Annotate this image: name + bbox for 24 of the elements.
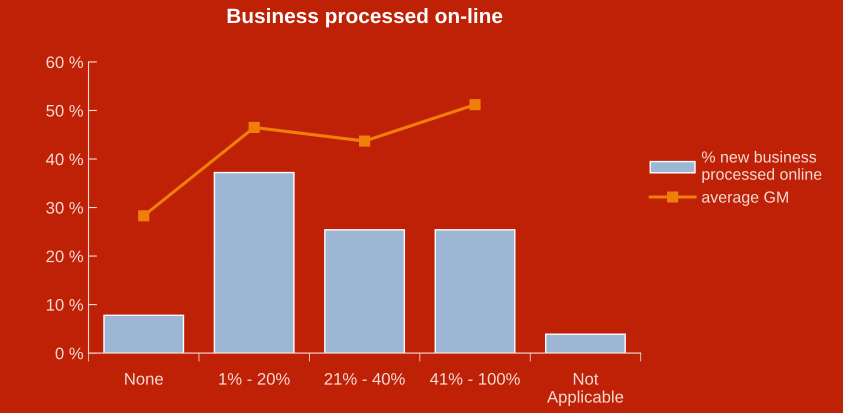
y-tick-label: 30 % <box>46 202 84 214</box>
bar <box>103 314 184 354</box>
y-tick-label: 0 % <box>56 348 84 360</box>
x-tick-label: 21% - 40% <box>324 373 405 385</box>
y-tick-label: 60 % <box>46 56 84 68</box>
x-tick-label: 1% - 20% <box>219 373 290 385</box>
point <box>359 135 370 147</box>
x-tick-label: Not Applicable <box>547 373 624 406</box>
point <box>138 210 150 222</box>
y-tick-label: 20 % <box>46 250 84 262</box>
x-tick-label: None <box>125 373 163 385</box>
y-tick-label: 50 % <box>46 104 84 117</box>
bar <box>545 333 626 354</box>
chart-title: Business processed on-line <box>228 8 502 28</box>
bar <box>324 229 406 354</box>
y-tick-label: 10 % <box>46 298 84 311</box>
bar <box>434 229 516 354</box>
x-tick-label: 41% - 100% <box>430 373 520 385</box>
bar <box>214 172 295 354</box>
legend-label: average GM <box>702 191 788 206</box>
point <box>248 122 260 134</box>
y-tick-label: 40 % <box>46 153 84 166</box>
legend-label: % new business processed online <box>702 150 822 184</box>
point <box>469 99 481 110</box>
